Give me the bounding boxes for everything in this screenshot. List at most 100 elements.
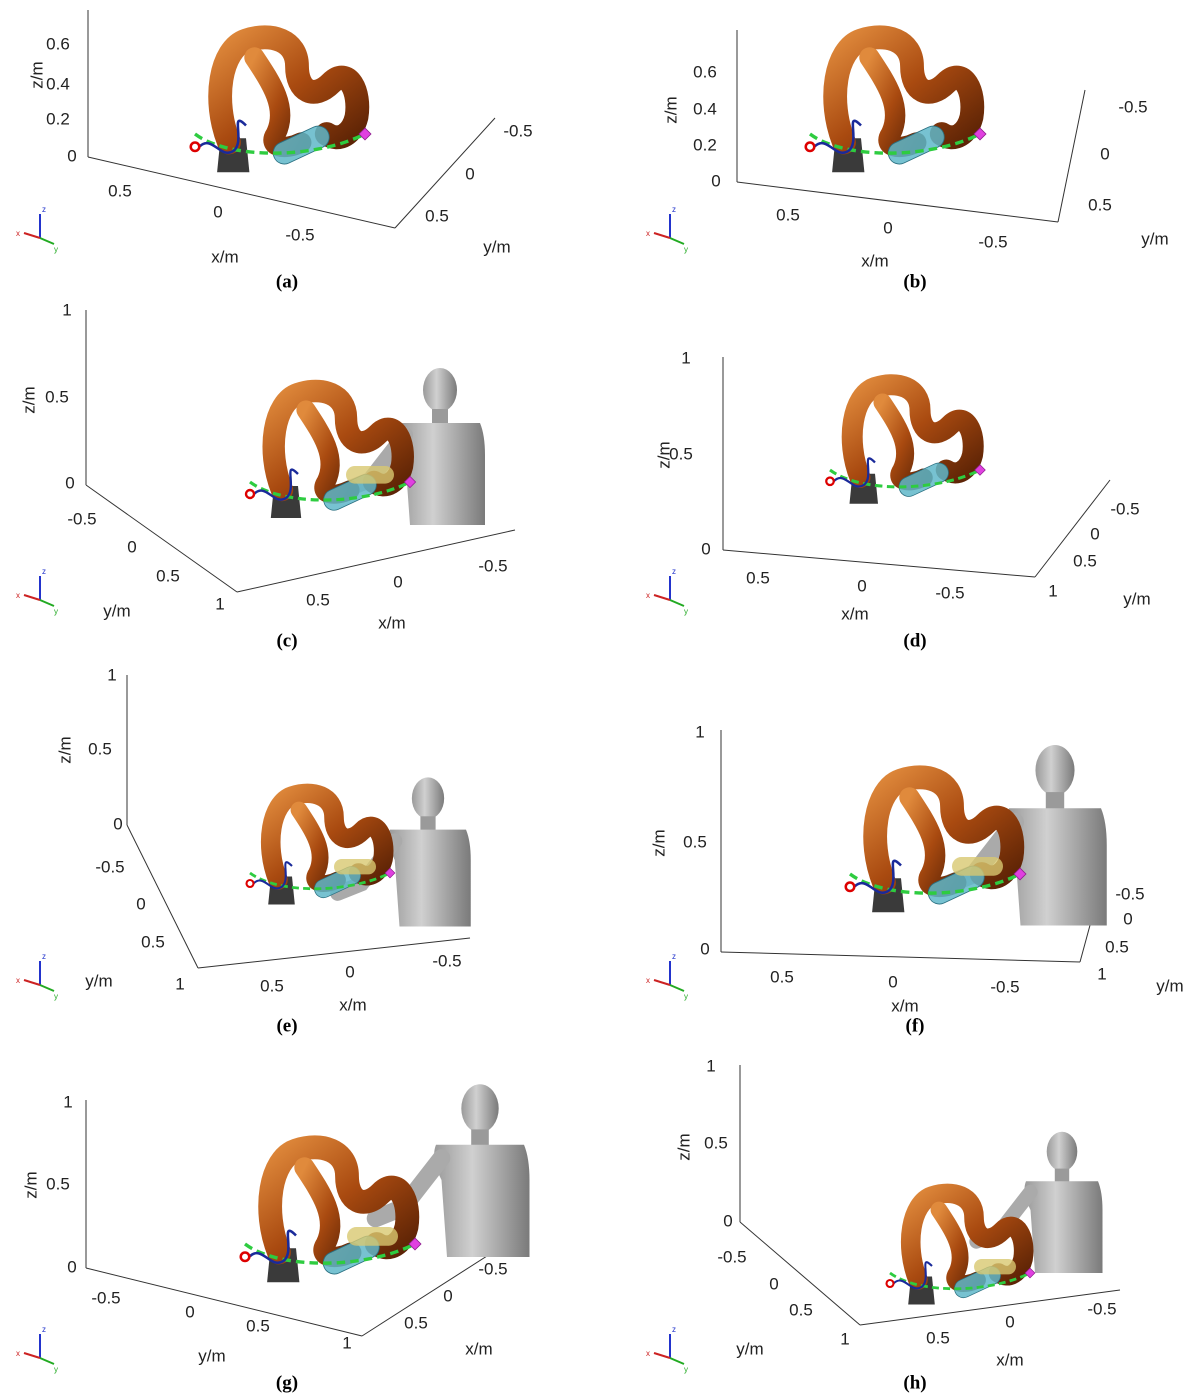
head [412,777,444,819]
x-tick-label: 0.5 [776,205,800,224]
forearm [334,859,376,874]
robot-arm [191,37,371,172]
neck [471,1129,489,1147]
triad-axis [654,595,670,600]
y-tick-label: 0 [127,537,136,556]
x-axis-label: x/m [841,604,868,623]
z-tick-label: 1 [62,300,71,319]
start-point [887,1280,894,1287]
z-tick-label: 1 [681,348,690,367]
forearm [952,857,1003,876]
human [338,777,471,926]
x-axis-label: x/m [378,613,405,632]
triad-label: y [54,607,58,616]
triad-label: x [646,1349,650,1358]
caption: (b) [903,271,926,292]
z-tick-label: 0.5 [45,387,69,406]
triad-axis [24,233,40,238]
z-tick-label: 1 [63,1092,72,1111]
z-tick-label: 0 [65,473,74,492]
y-tick-label: 1 [342,1333,351,1352]
x-tick-label: 0 [443,1286,452,1305]
neck [1046,792,1064,810]
triad-label: y [684,245,688,254]
forearm [347,1227,398,1246]
x-axis-label: x/m [211,247,238,266]
z-axis-label: z/m [674,1133,693,1160]
y-axis-label: y/m [483,237,510,256]
head [423,368,457,412]
y-tick-label: 0.5 [1105,937,1129,956]
forearm [346,466,394,484]
triad-label: x [16,1349,20,1358]
axis-line [1058,90,1085,222]
z-tick-label: 1 [695,722,704,741]
x-tick-label: 0 [888,972,897,991]
x-tick-label: -0.5 [432,951,461,970]
triad-label: y [684,607,688,616]
triad-label: y [54,1365,58,1374]
triad-label: z [42,1325,46,1334]
triad-axis [40,238,54,244]
x-tick-label: -0.5 [478,556,507,575]
neck [1055,1169,1069,1183]
y-tick-label: -0.5 [67,509,96,528]
z-tick-label: 0 [723,1211,732,1230]
triad-axis [40,600,54,606]
axis-line [86,1268,362,1336]
y-tick-label: -0.5 [91,1288,120,1307]
x-tick-label: 0 [345,962,354,981]
z-tick-label: 0 [67,1257,76,1276]
z-tick-label: 0.5 [683,832,707,851]
y-tick-label: 0.5 [1088,195,1112,214]
head [461,1084,498,1132]
y-tick-label: 1 [175,974,184,993]
triad-label: x [16,591,20,600]
y-tick-label: -0.5 [1110,499,1139,518]
y-axis-label: y/m [1141,229,1168,248]
x-axis-label: x/m [465,1339,492,1358]
y-tick-label: 0 [185,1302,194,1321]
triad-label: z [672,952,676,961]
y-tick-label: 0 [136,894,145,913]
y-axis-label: y/m [736,1339,763,1358]
x-tick-label: -0.5 [990,977,1019,996]
triad-label: z [42,952,46,961]
y-axis-label: y/m [198,1346,225,1365]
x-tick-label: -0.5 [285,225,314,244]
x-tick-label: 0.5 [260,976,284,995]
y-tick-label: -0.5 [717,1247,746,1266]
z-axis-label: z/m [661,96,680,123]
start-point [846,883,855,892]
triad-axis [670,985,684,991]
x-axis-label: x/m [861,251,888,270]
z-axis-label: z/m [27,61,46,88]
x-tick-label: 0 [213,202,222,221]
axis-line [198,938,470,968]
figure: 0.60.40.200.50-0.5-0.500.5z/mx/my/m(a)zx… [0,0,1197,1400]
x-tick-label: 0.5 [306,590,330,609]
start-point [246,490,254,498]
y-axis-label: y/m [1156,976,1183,995]
triad-axis [24,980,40,985]
y-axis-label: y/m [1123,589,1150,608]
head [1035,745,1074,796]
forearm [974,1259,1016,1274]
y-tick-label: 0 [769,1274,778,1293]
triad-label: z [672,205,676,214]
z-axis-label: z/m [55,736,74,763]
x-tick-label: 0.5 [108,181,132,200]
triad-axis [654,233,670,238]
triad-axis [670,1358,684,1364]
z-axis-label: z/m [21,1171,40,1198]
caption: (g) [276,1372,298,1393]
neck [420,816,435,831]
triad-label: y [54,245,58,254]
axis-line [237,530,515,592]
caption: (f) [906,1015,925,1036]
z-tick-label: 0.5 [704,1133,728,1152]
z-axis-label: z/m [649,829,668,856]
triad-axis [24,1353,40,1358]
z-tick-label: 0 [67,146,76,165]
x-axis-label: x/m [339,995,366,1014]
